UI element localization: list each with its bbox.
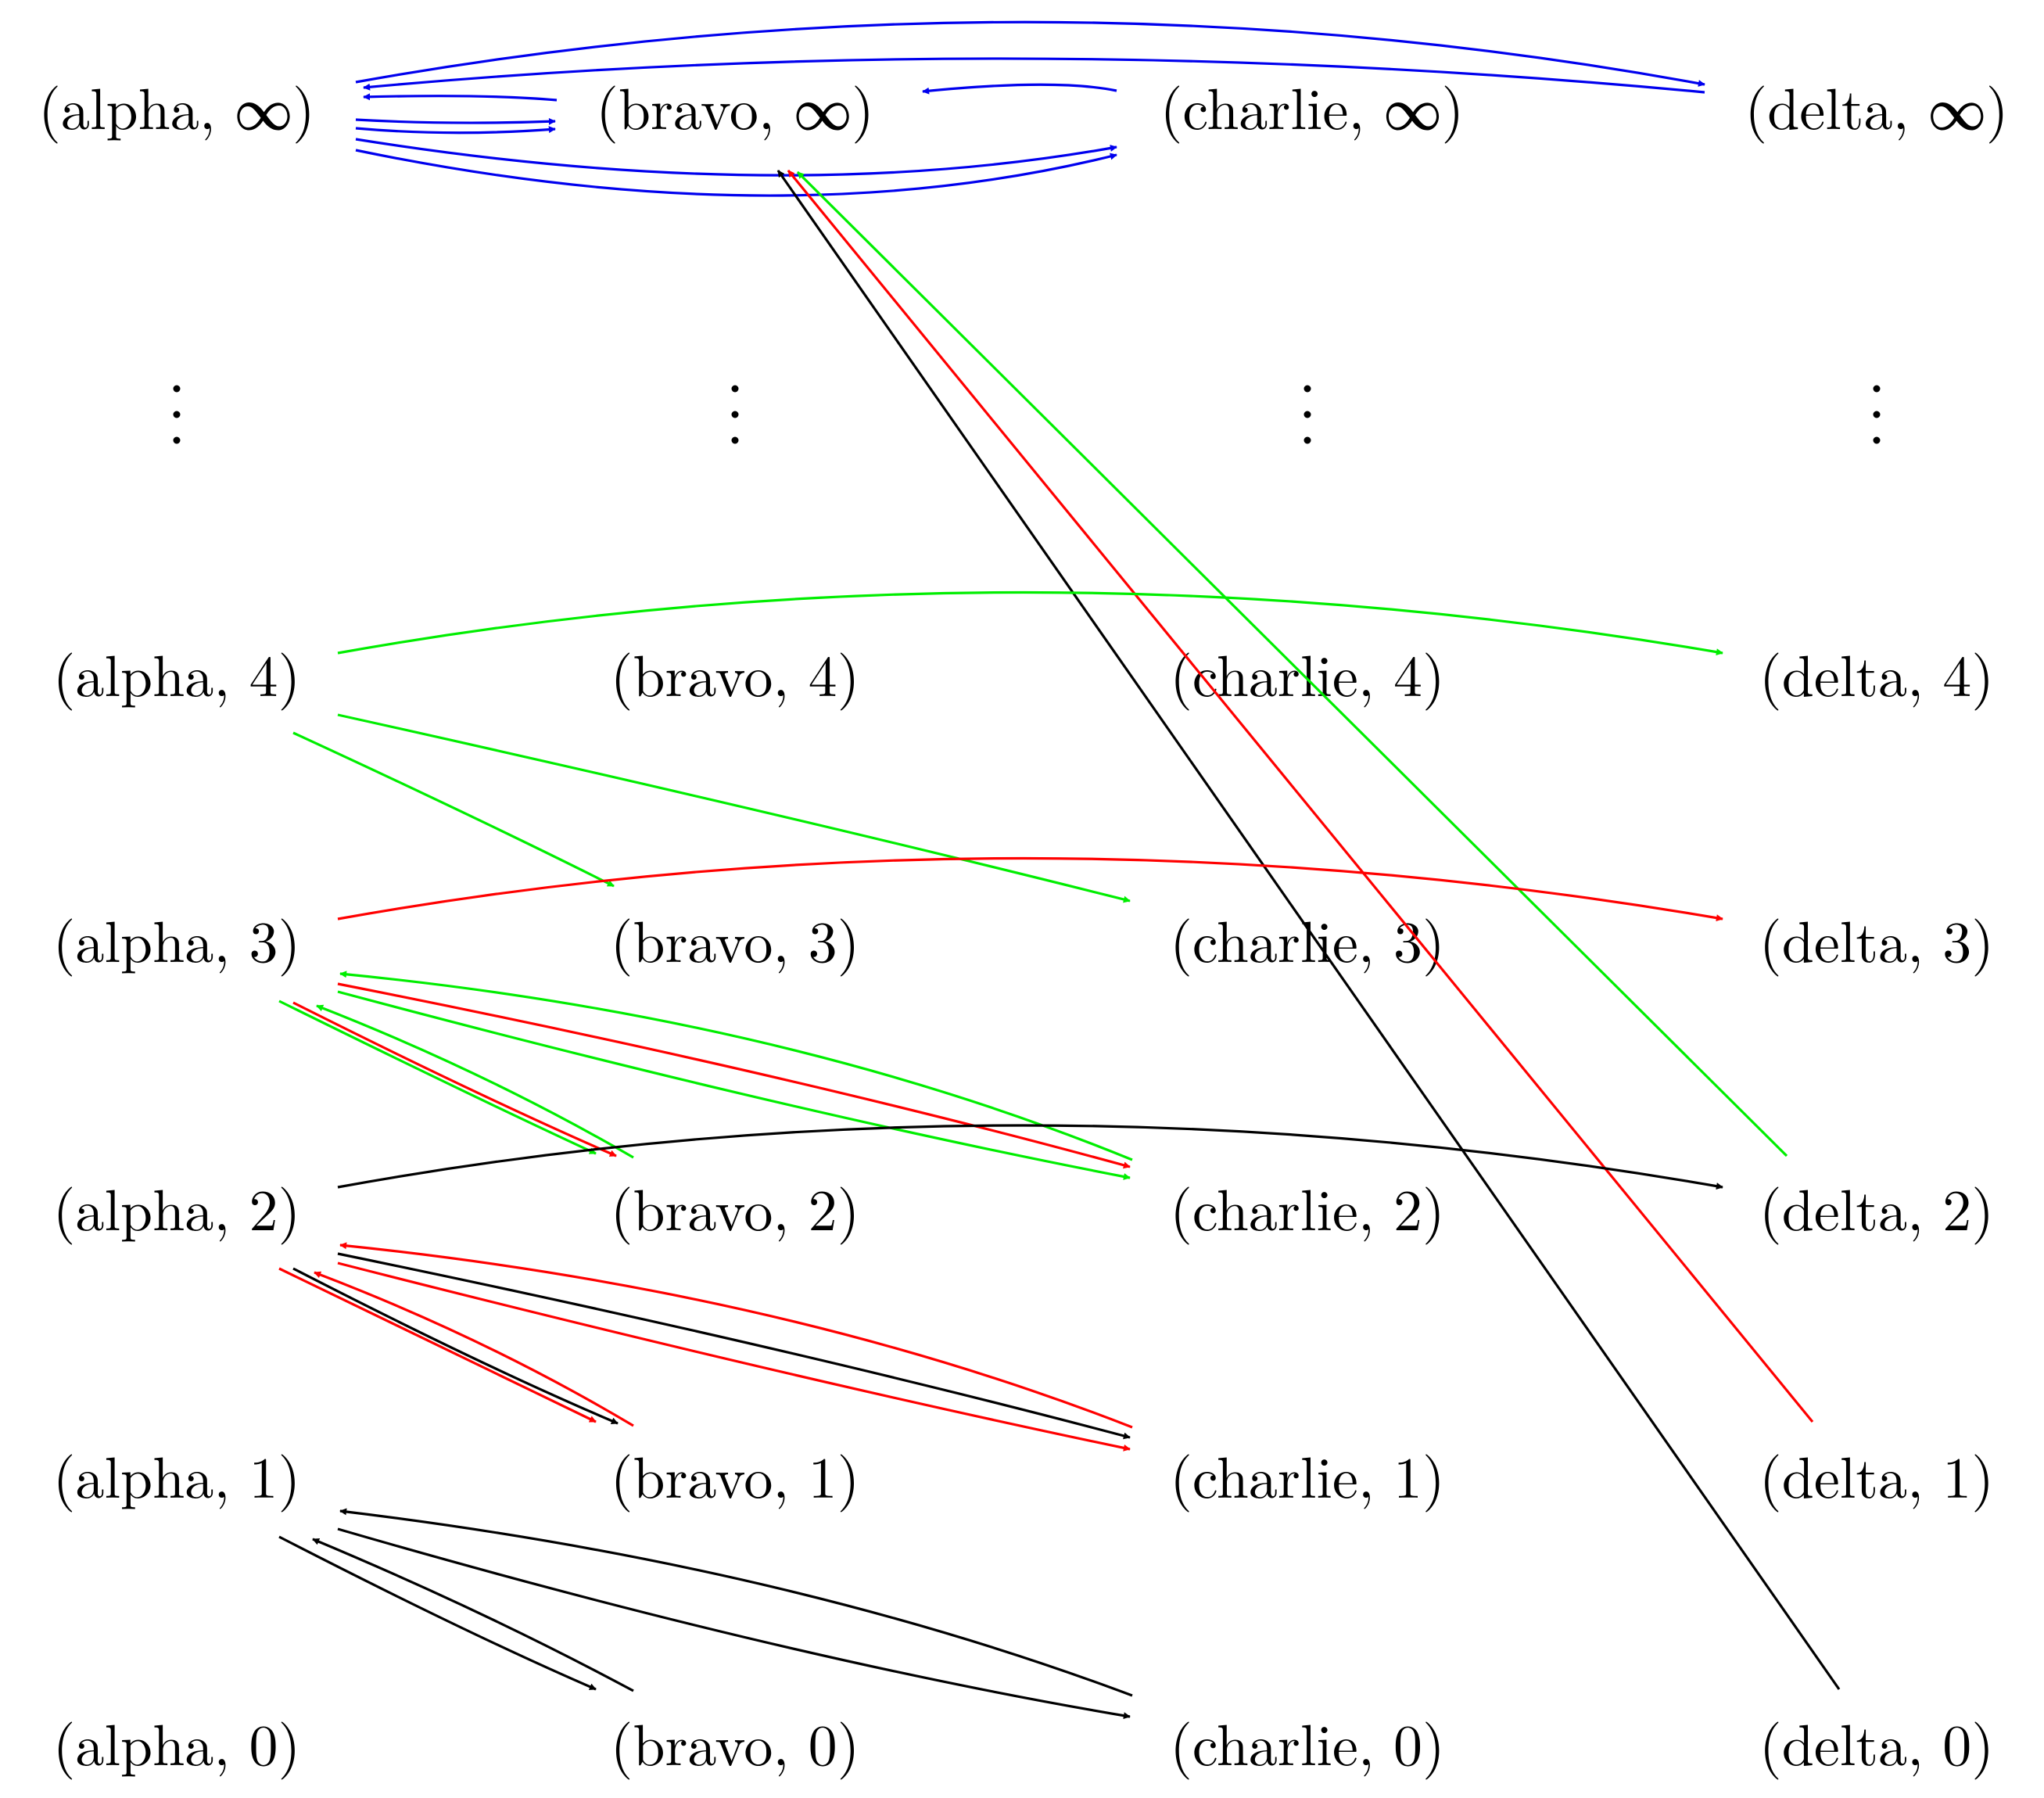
edge-charlie-2-to-alpha-3 — [339, 971, 1133, 1161]
edge-bravo-2-to-alpha-3 — [316, 1004, 634, 1159]
edge-bravo-1-to-alpha-2 — [314, 1271, 634, 1427]
node-delta-2: (delta, 2) — [1759, 1166, 1994, 1247]
node-bravo-1: (bravo, 1) — [611, 1434, 860, 1515]
edge-alpha-1-to-bravo-0 — [278, 1535, 597, 1691]
node-bravo-4: (bravo, 4) — [611, 632, 860, 713]
node-delta-3: (delta, 3) — [1759, 898, 1994, 979]
edge-bravo-0-to-alpha-1 — [312, 1538, 634, 1692]
edge-alpha-inf-to-delta-inf — [355, 20, 1705, 87]
node-charlie-2: (charlie, 2) — [1170, 1166, 1445, 1247]
edges-red — [278, 856, 1723, 1452]
node-alpha-2: (alpha, 2) — [53, 1166, 301, 1247]
node-charlie-4: (charlie, 4) — [1170, 632, 1445, 713]
vdots-alpha — [173, 385, 181, 444]
edge-bravo-inf-to-alpha-inf — [363, 93, 558, 102]
edge-alpha-3-to-charlie-2 — [337, 990, 1131, 1180]
edge-charlie-inf-to-bravo-inf — [922, 83, 1117, 95]
node-row-4: (alpha, 4) (bravo, 4) (charlie, 4) (delt… — [53, 632, 1994, 713]
node-charlie-1: (charlie, 1) — [1170, 1434, 1445, 1515]
node-charlie-3: (charlie, 3) — [1170, 898, 1445, 979]
vdots-charlie — [1303, 385, 1311, 444]
node-alpha-0: (alpha, 0) — [53, 1701, 301, 1782]
edge-alpha-2-to-bravo-1 — [292, 1267, 619, 1425]
edge-alpha-2-to-charlie-1-red — [337, 1261, 1131, 1452]
edge-charlie-0-to-alpha-1 — [339, 1508, 1133, 1697]
edge-alpha-3-to-bravo-2 — [278, 999, 597, 1155]
edge-alpha-3-to-bravo-2-red — [292, 1001, 617, 1157]
node-alpha-4: (alpha, 4) — [53, 632, 301, 713]
edge-alpha-2-to-charlie-1 — [337, 1252, 1131, 1440]
edge-delta-0-to-bravo-inf — [776, 170, 1841, 1690]
edges-green — [278, 590, 1723, 1180]
node-delta-0: (delta, 0) — [1759, 1701, 1994, 1782]
node-row-0: (alpha, 0) (bravo, 0) (charlie, 0) (delt… — [53, 1701, 1994, 1782]
node-bravo-0: (bravo, 0) — [611, 1701, 860, 1782]
vdots-delta — [1873, 385, 1881, 444]
edge-delta-inf-to-alpha-inf — [363, 57, 1705, 94]
edge-alpha-2-to-bravo-1-red — [278, 1267, 597, 1423]
edge-alpha-inf-to-charlie-inf-2 — [355, 149, 1117, 197]
node-bravo-3: (bravo, 3) — [611, 898, 860, 979]
node-bravo-inf: (bravo, ∞) — [596, 65, 874, 146]
edge-alpha-4-to-bravo-3 — [292, 731, 615, 888]
edge-alpha-4-to-delta-4 — [337, 590, 1723, 656]
node-delta-1: (delta, 1) — [1759, 1434, 1994, 1515]
edge-charlie-1-to-alpha-2 — [339, 1242, 1133, 1429]
node-alpha-inf: (alpha, ∞) — [38, 65, 315, 146]
edge-delta-2-to-bravo-inf — [796, 170, 1788, 1157]
node-row-3: (alpha, 3) (bravo, 3) (charlie, 3) (delt… — [53, 898, 1994, 979]
node-bravo-2: (bravo, 2) — [611, 1166, 860, 1247]
edges-blue — [355, 20, 1705, 197]
node-row-2: (alpha, 2) (bravo, 2) (charlie, 2) (delt… — [53, 1166, 1994, 1247]
edge-alpha-inf-to-charlie-inf-1 — [355, 138, 1117, 177]
node-delta-inf: (delta, ∞) — [1745, 65, 2008, 146]
node-delta-4: (delta, 4) — [1759, 632, 1994, 713]
edge-alpha-2-to-delta-2 — [337, 1124, 1723, 1190]
edge-alpha-inf-to-bravo-inf-1 — [355, 117, 556, 125]
vdots-bravo — [731, 385, 739, 444]
node-row-infinity: (alpha, ∞) (bravo, ∞) (charlie, ∞) (delt… — [38, 65, 2008, 146]
edge-alpha-3-to-charlie-2-red — [337, 982, 1131, 1169]
node-alpha-3: (alpha, 3) — [53, 898, 301, 979]
node-charlie-inf: (charlie, ∞) — [1160, 65, 1465, 146]
edges-long — [776, 169, 1841, 1690]
node-row-1: (alpha, 1) (bravo, 1) (charlie, 1) (delt… — [53, 1434, 1994, 1515]
edge-alpha-3-to-delta-3 — [337, 856, 1723, 922]
edge-alpha-inf-to-bravo-inf-2 — [355, 126, 556, 135]
edge-alpha-4-to-charlie-3 — [337, 713, 1131, 903]
node-charlie-0: (charlie, 0) — [1170, 1701, 1445, 1782]
vdots-row — [173, 385, 1881, 444]
edge-alpha-1-to-charlie-0 — [337, 1527, 1131, 1720]
edges-black — [278, 1124, 1723, 1720]
node-alpha-1: (alpha, 1) — [53, 1434, 301, 1515]
edge-delta-1-to-bravo-inf — [787, 169, 1814, 1423]
